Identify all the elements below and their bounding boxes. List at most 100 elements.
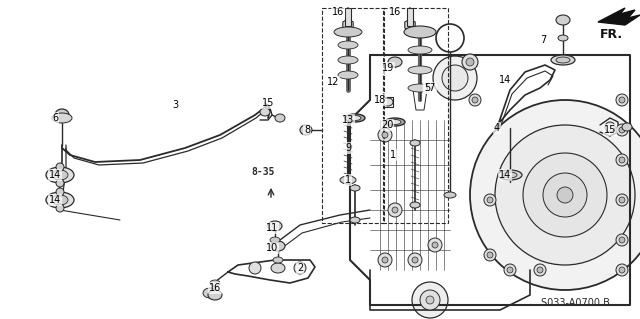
Circle shape: [619, 267, 625, 273]
Circle shape: [537, 267, 543, 273]
Circle shape: [487, 252, 493, 258]
Ellipse shape: [388, 57, 402, 67]
Circle shape: [442, 65, 468, 91]
Text: 16: 16: [209, 283, 221, 293]
Ellipse shape: [410, 140, 420, 146]
Text: 14: 14: [499, 170, 511, 180]
Circle shape: [462, 54, 478, 70]
Bar: [345, 8, 351, 26]
Circle shape: [616, 124, 628, 136]
Ellipse shape: [622, 123, 632, 131]
Text: 13: 13: [342, 115, 354, 125]
Polygon shape: [598, 8, 640, 25]
Ellipse shape: [556, 57, 570, 63]
Circle shape: [619, 97, 625, 103]
Circle shape: [249, 262, 261, 274]
Text: 4: 4: [494, 123, 500, 133]
Circle shape: [392, 207, 398, 213]
Circle shape: [432, 242, 438, 248]
Text: 17: 17: [424, 83, 436, 93]
Circle shape: [619, 197, 625, 203]
Circle shape: [56, 204, 64, 212]
Text: 8: 8: [304, 125, 310, 135]
Ellipse shape: [271, 241, 285, 251]
Circle shape: [472, 97, 478, 103]
Ellipse shape: [210, 280, 220, 286]
Ellipse shape: [404, 26, 436, 38]
Text: 1: 1: [345, 175, 351, 185]
Ellipse shape: [349, 115, 361, 121]
Ellipse shape: [350, 217, 360, 223]
Ellipse shape: [410, 202, 420, 208]
Circle shape: [378, 128, 392, 142]
Text: 19: 19: [382, 63, 394, 73]
Circle shape: [388, 203, 402, 217]
Ellipse shape: [338, 71, 358, 79]
Text: 11: 11: [266, 223, 278, 233]
Circle shape: [382, 257, 388, 263]
Circle shape: [495, 125, 635, 265]
Circle shape: [470, 100, 640, 290]
Ellipse shape: [270, 237, 280, 243]
Text: 14: 14: [499, 75, 511, 85]
Circle shape: [412, 257, 418, 263]
Ellipse shape: [498, 170, 522, 180]
Text: S033-A0700 B: S033-A0700 B: [541, 298, 610, 308]
Text: 18: 18: [374, 95, 386, 105]
Circle shape: [412, 282, 448, 318]
Ellipse shape: [383, 98, 393, 106]
Bar: [322, 8, 384, 223]
Ellipse shape: [558, 35, 568, 41]
Text: 20: 20: [381, 120, 393, 130]
Circle shape: [382, 132, 388, 138]
Ellipse shape: [389, 120, 401, 124]
Ellipse shape: [334, 27, 362, 37]
Circle shape: [56, 163, 64, 171]
Circle shape: [420, 290, 440, 310]
Circle shape: [428, 238, 442, 252]
Circle shape: [56, 179, 64, 187]
Ellipse shape: [273, 257, 283, 263]
Circle shape: [408, 253, 422, 267]
Circle shape: [433, 56, 477, 100]
Ellipse shape: [408, 46, 432, 54]
Ellipse shape: [268, 221, 282, 231]
Ellipse shape: [444, 192, 456, 198]
Ellipse shape: [46, 167, 74, 183]
Circle shape: [466, 58, 474, 66]
Ellipse shape: [556, 15, 570, 25]
Circle shape: [557, 187, 573, 203]
Ellipse shape: [338, 56, 358, 64]
Circle shape: [619, 127, 625, 133]
Circle shape: [484, 249, 496, 261]
Circle shape: [605, 122, 615, 132]
Circle shape: [487, 197, 493, 203]
Ellipse shape: [275, 114, 285, 122]
Ellipse shape: [52, 170, 68, 180]
Circle shape: [616, 194, 628, 206]
Circle shape: [507, 267, 513, 273]
Ellipse shape: [408, 66, 432, 74]
Text: 12: 12: [327, 77, 339, 87]
Circle shape: [523, 153, 607, 237]
Circle shape: [484, 194, 496, 206]
Circle shape: [469, 94, 481, 106]
Text: 14: 14: [49, 170, 61, 180]
Text: 9: 9: [345, 143, 351, 153]
Bar: [383, 8, 448, 223]
Text: 10: 10: [266, 243, 278, 253]
Text: 6: 6: [52, 113, 58, 123]
Ellipse shape: [408, 84, 432, 92]
Ellipse shape: [52, 113, 72, 123]
Circle shape: [378, 253, 392, 267]
Text: 3: 3: [172, 100, 178, 110]
Text: 16: 16: [332, 7, 344, 17]
Ellipse shape: [55, 109, 69, 121]
Circle shape: [619, 157, 625, 163]
Text: 15: 15: [262, 98, 274, 108]
Ellipse shape: [52, 195, 68, 205]
Circle shape: [426, 296, 434, 304]
Text: 8-35: 8-35: [252, 167, 275, 177]
Circle shape: [504, 264, 516, 276]
Ellipse shape: [300, 125, 312, 135]
